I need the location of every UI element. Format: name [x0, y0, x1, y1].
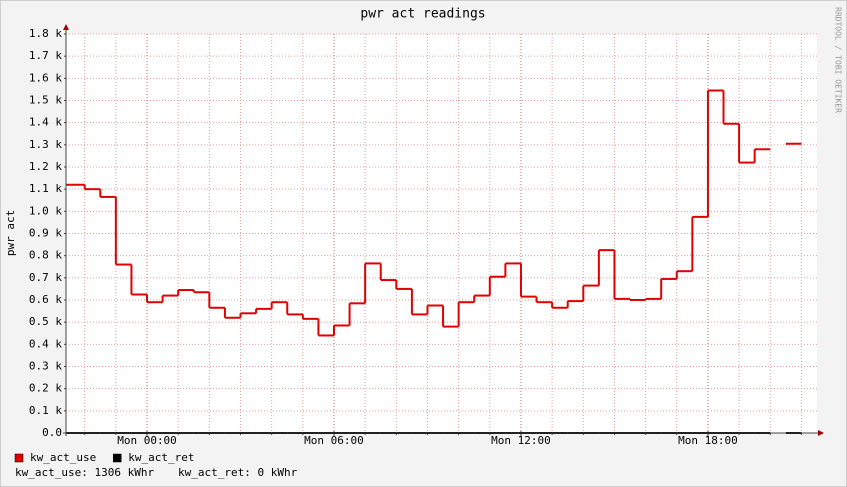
y-tick-label: 0.9 k — [29, 227, 62, 240]
x-tick-label: Mon 00:00 — [117, 434, 177, 447]
chart-title: pwr act readings — [360, 7, 485, 22]
y-tick-label: 0.4 k — [29, 337, 62, 350]
y-tick-label: 1.1 k — [29, 182, 62, 195]
y-tick-label: 1.7 k — [29, 49, 62, 62]
legend-label: kw_act_use — [30, 451, 96, 464]
footer-text: kw_act_use: 1306 kWhr — [15, 466, 154, 479]
y-tick-label: 1.3 k — [29, 138, 62, 151]
y-tick-label: 1.4 k — [29, 116, 62, 129]
y-tick-label: 1.5 k — [29, 94, 62, 107]
y-tick-label: 0.5 k — [29, 315, 62, 328]
footer-text: kw_act_ret: 0 kWhr — [178, 466, 298, 479]
x-tick-label: Mon 06:00 — [304, 434, 364, 447]
x-tick-label: Mon 18:00 — [678, 434, 738, 447]
x-axis-arrow — [818, 430, 824, 436]
y-tick-label: 0.2 k — [29, 382, 62, 395]
y-tick-label: 1.6 k — [29, 71, 62, 84]
y-axis-arrow — [63, 24, 69, 30]
y-tick-label: 0.0 — [42, 426, 62, 439]
y-tick-label: 0.8 k — [29, 249, 62, 262]
y-tick-label: 0.6 k — [29, 293, 62, 306]
y-tick-label: 0.3 k — [29, 360, 62, 373]
y-tick-label: 0.7 k — [29, 271, 62, 284]
y-tick-label: 1.2 k — [29, 160, 62, 173]
legend-swatch — [14, 453, 24, 463]
watermark: RRDTOOL / TOBI OETIKER — [834, 7, 843, 113]
y-axis-label: pwr act — [4, 210, 17, 256]
legend-swatch — [112, 453, 122, 463]
y-tick-label: 0.1 k — [29, 404, 62, 417]
y-tick-label: 1.8 k — [29, 27, 62, 40]
x-tick-label: Mon 12:00 — [491, 434, 551, 447]
y-tick-label: 1.0 k — [29, 204, 62, 217]
legend-label: kw_act_ret — [128, 451, 194, 464]
